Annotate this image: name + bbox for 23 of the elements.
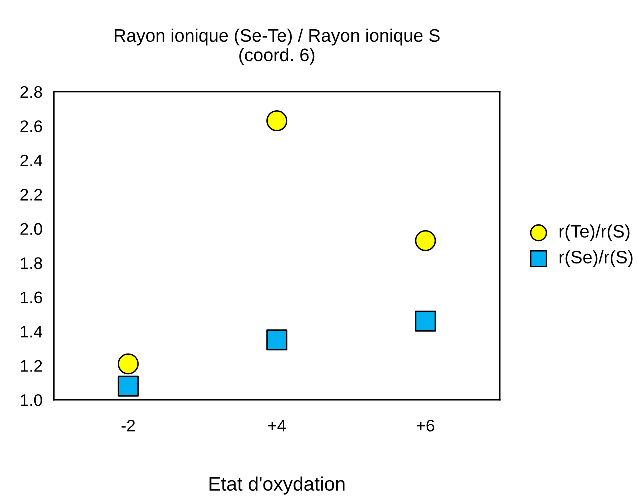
y-tick-label: 2.8	[20, 86, 42, 98]
legend-label: r(Se)/r(S)	[560, 250, 633, 268]
chart-title: Rayon ionique (Se-Te) / Rayon ionique S (coord. 6)	[114, 28, 440, 66]
point	[266, 330, 288, 351]
x-tick-label: -2	[122, 420, 136, 432]
y-tick-label: 1.4	[21, 326, 43, 338]
y-tick-label: 2.0	[20, 223, 42, 236]
point	[118, 354, 139, 375]
y-tick-label: 1.0	[21, 394, 42, 406]
legend-label: r(Te)/r(S)	[560, 224, 630, 242]
y-tick-label: 2.6	[20, 120, 42, 132]
point	[118, 376, 139, 397]
point	[415, 230, 436, 252]
x-axis-title: Etat d'oxydation	[210, 476, 345, 495]
y-tick-label: 1.6	[21, 292, 42, 304]
y-tick-label: 1.2	[21, 360, 42, 372]
x-tick-label: +4	[268, 420, 286, 432]
y-tick-label: 2.4	[20, 154, 43, 166]
point	[266, 110, 288, 132]
x-tick-label: +6	[417, 420, 434, 432]
y-tick-label: 2.2	[20, 189, 42, 201]
y-tick-label: 1.8	[21, 258, 42, 270]
point	[415, 310, 436, 332]
